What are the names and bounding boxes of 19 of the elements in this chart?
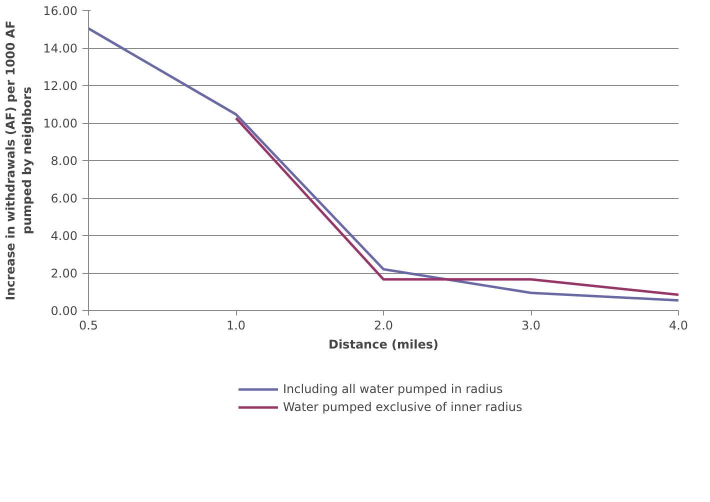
legend-label: Including all water pumped in radius — [283, 382, 503, 396]
x-tick-label: 3.0 — [521, 318, 541, 332]
y-tick-label: 12.00 — [43, 79, 78, 93]
y-tick-label: 6.00 — [50, 192, 78, 206]
x-tick-label: 0.5 — [78, 318, 98, 332]
y-tick-label: 8.00 — [50, 154, 78, 168]
x-tick-label: 2.0 — [374, 318, 394, 332]
y-axis-title: Increase in withdrawals (AF) per 1000 AF pumped by neighbors — [3, 20, 34, 300]
y-tick-label: 0.00 — [50, 304, 78, 318]
y-tick-label: 10.00 — [43, 116, 78, 130]
x-tick-label: 4.0 — [668, 318, 688, 332]
x-axis-title: Distance (miles) — [328, 338, 439, 352]
y-tick-label: 16.00 — [43, 4, 78, 18]
y-tick-label: 4.00 — [50, 229, 78, 243]
x-tick-label: 1.0 — [226, 318, 246, 332]
y-tick-label: 2.00 — [50, 266, 78, 280]
line-series — [88, 27, 678, 302]
legend-label: Water pumped exclusive of inner radius — [283, 400, 522, 414]
y-tick-label: 14.00 — [43, 42, 78, 56]
